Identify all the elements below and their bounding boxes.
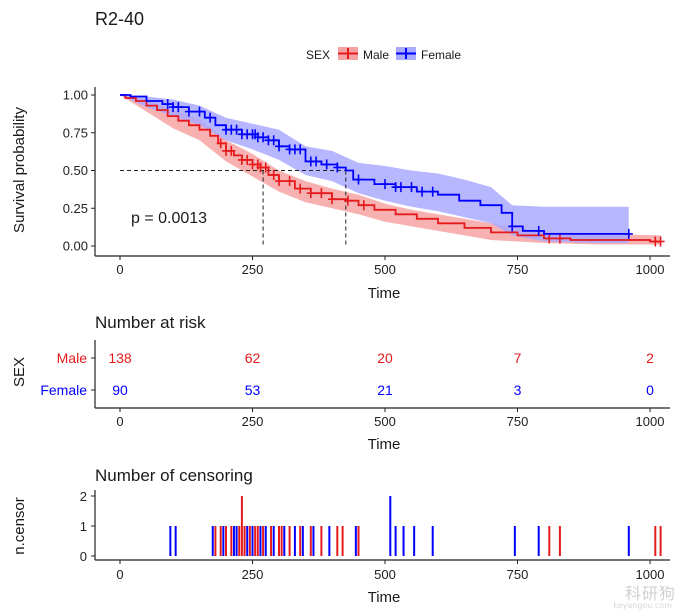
risk-cell-female: 90 (112, 382, 128, 398)
censor-y-tick-label: 1 (80, 519, 87, 534)
censor-mark-female (195, 106, 204, 117)
survival-x-tick-label: 1000 (636, 262, 665, 277)
risk-x-tick-label: 250 (242, 414, 264, 429)
censor-mark-female (259, 132, 268, 143)
censor-mark-male (306, 188, 315, 199)
risk-x-tick-label: 500 (374, 414, 396, 429)
p-value-annotation: p = 0.0013 (131, 210, 207, 227)
censor-mark-female (174, 102, 183, 113)
censor-mark-male (296, 183, 305, 194)
censoring-plot: Number of censoring n.censor Time 0 1 2 0 25… (11, 466, 670, 606)
censor-mark-female (269, 135, 278, 146)
risk-row-label-female: Female (40, 382, 87, 398)
survival-x-tick-label: 750 (507, 262, 529, 277)
censor-mark-female (206, 112, 215, 123)
risk-x-tick-label: 0 (116, 414, 123, 429)
survival-y-tick-label: 0.75 (63, 125, 88, 140)
survival-y-tick-label: 1.00 (63, 88, 88, 103)
survival-x-tick-label: 0 (116, 262, 123, 277)
censor-x-tick-label: 0 (116, 567, 123, 582)
censor-mark-female (312, 156, 321, 167)
censor-x-tick-label: 1000 (636, 567, 665, 582)
censor-mark-female (396, 182, 405, 193)
censor-mark-male (216, 138, 225, 149)
censor-mark-male (555, 233, 564, 244)
censor-x-axis-label: Time (368, 589, 401, 606)
censor-mark-female (275, 141, 283, 152)
risk-table-title: Number at risk (95, 313, 206, 332)
risk-cell-male: 138 (108, 350, 132, 366)
survival-y-tick-label: 0.00 (63, 239, 88, 254)
censor-mark-male (359, 200, 368, 211)
risk-cell-male: 62 (245, 350, 261, 366)
censor-mark-female (428, 186, 437, 197)
censor-mark-female (322, 159, 331, 170)
legend-key-female (396, 47, 416, 60)
risk-table: Number at risk SEX Time Male 138 62 20 7 2 Fem… (11, 313, 670, 453)
risk-cell-male: 2 (646, 350, 654, 366)
chart-title: R2-40 (95, 9, 144, 29)
censor-mark-male (269, 170, 278, 181)
censor-mark-male (227, 145, 236, 156)
risk-cell-female: 3 (514, 382, 522, 398)
censor-mark-male (275, 176, 283, 187)
survival-y-tick-label: 0.25 (63, 201, 88, 216)
legend-label-female: Female (421, 48, 461, 62)
risk-cell-female: 53 (245, 382, 261, 398)
risk-cell-female: 0 (646, 382, 654, 398)
risk-row-label-male: Male (57, 350, 88, 366)
censor-x-tick-label: 500 (374, 567, 396, 582)
censor-mark-female (624, 228, 633, 239)
risk-x-tick-label: 1000 (636, 414, 665, 429)
censor-y-tick-label: 2 (80, 489, 87, 504)
survival-plot: Survival probability Time p = 0.0013 0.0… (11, 87, 670, 302)
censor-mark-male (261, 162, 270, 173)
survival-x-tick-label: 500 (374, 262, 396, 277)
risk-cell-female: 21 (377, 382, 393, 398)
censor-mark-female (333, 162, 342, 173)
censor-mark-female (508, 221, 517, 232)
risk-x-tick-label: 750 (507, 414, 529, 429)
risk-table-x-axis-label: Time (368, 436, 401, 453)
censor-mark-female (407, 182, 416, 193)
risk-table-y-axis-label: SEX (11, 357, 28, 387)
censor-mark-female (381, 179, 389, 190)
legend-title: SEX (306, 48, 330, 62)
legend: SEX Male Female (306, 47, 461, 62)
risk-cell-male: 7 (514, 350, 522, 366)
censor-mark-male (656, 236, 665, 247)
censor-mark-female (296, 144, 305, 155)
censor-x-tick-label: 750 (507, 567, 529, 582)
censor-y-axis-label: n.censor (11, 497, 28, 555)
censor-mark-female (232, 124, 241, 135)
censor-mark-male (243, 154, 252, 165)
censor-y-tick-label: 0 (80, 549, 87, 564)
censor-mark-male (343, 195, 352, 206)
censor-mark-female (534, 225, 543, 236)
risk-cell-male: 20 (377, 350, 393, 366)
watermark-logo: 科研狗 (624, 584, 676, 603)
survival-x-axis-label: Time (368, 285, 401, 302)
survival-y-axis-label: Survival probability (11, 107, 28, 233)
censor-mark-male (285, 176, 294, 187)
survival-y-tick-label: 0.50 (63, 163, 88, 178)
censor-mark-male (545, 233, 554, 244)
censor-x-tick-label: 250 (242, 567, 264, 582)
censor-mark-female (184, 106, 193, 117)
censor-mark-female (163, 99, 172, 110)
censor-mark-female (354, 174, 363, 185)
legend-key-male (338, 47, 358, 60)
survival-curve-male (120, 94, 661, 243)
censor-mark-male (328, 194, 336, 205)
censor-title: Number of censoring (95, 466, 253, 485)
survival-x-tick-label: 250 (242, 262, 264, 277)
censor-mark-male (317, 188, 326, 199)
watermark-url: keyangou.com (613, 601, 672, 610)
confidence-band-male (120, 95, 661, 245)
legend-label-male: Male (363, 48, 389, 62)
censor-mark-female (418, 186, 427, 197)
